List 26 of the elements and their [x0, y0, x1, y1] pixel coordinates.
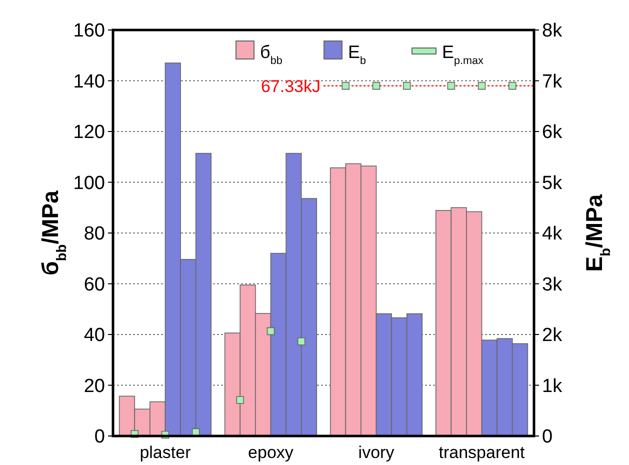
y2-tick-label: 8k: [542, 20, 563, 42]
y-tick-label: 60: [84, 274, 105, 296]
legend-label: E$_{b}$: [348, 42, 366, 67]
y2-tick-label: 1k: [542, 376, 563, 397]
y-tick-label: 100: [73, 172, 105, 194]
y-tick-label: 40: [84, 325, 105, 346]
y2-tick-label: 0: [542, 426, 553, 448]
y2-tick-label: 3k: [542, 274, 563, 296]
y2-tick-label: 2k: [542, 325, 563, 346]
y-tick-label: 160: [73, 20, 105, 42]
y-tick-label: 0: [94, 426, 105, 448]
y2-tick-label: 5k: [542, 172, 563, 194]
x-tick-label: ivory: [358, 443, 395, 462]
y2-tick-label: 6k: [542, 122, 563, 144]
y-tick-label: 140: [73, 71, 105, 92]
x-tick-label: plaster: [140, 443, 192, 462]
x-tick-label: transparent: [438, 443, 526, 462]
y-tick-label: 80: [84, 224, 105, 245]
y-tick-label: 20: [84, 376, 105, 397]
x-tick-label: epoxy: [248, 443, 294, 462]
y2-tick-label: 7k: [542, 71, 563, 92]
y2-tick-label: 4k: [542, 224, 563, 245]
ref-line-label: 67.33kJ: [260, 76, 320, 96]
legend-label: E$_{p.max}$: [442, 42, 484, 67]
y-tick-label: 120: [73, 122, 105, 144]
legend-label: б$_{bb}$: [260, 42, 282, 67]
